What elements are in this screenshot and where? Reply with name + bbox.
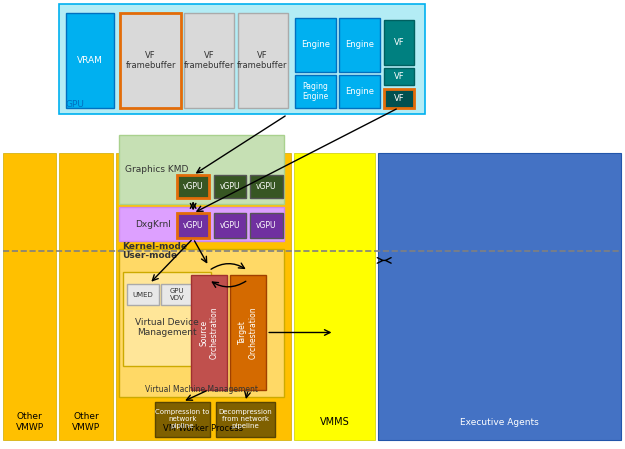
Text: VF: VF [394,38,404,47]
Text: Kernel-mode: Kernel-mode [122,242,187,251]
Text: Executive Agents: Executive Agents [460,418,539,427]
Text: VF
framebuffer: VF framebuffer [184,51,234,70]
Text: Virtual Device
Management: Virtual Device Management [135,318,199,338]
Bar [339,18,380,72]
Text: Decompression
from network
pipeline: Decompression from network pipeline [219,409,272,429]
Bar [123,272,211,366]
Bar [295,75,336,108]
Bar [214,175,246,198]
Bar [177,175,209,198]
Bar [120,13,181,108]
Text: VF
framebuffer: VF framebuffer [238,51,288,70]
Text: Engine: Engine [301,40,330,49]
Text: VRAM: VRAM [77,56,103,65]
Text: Other
VMWP: Other VMWP [72,412,100,432]
Bar [250,213,282,238]
Bar [250,175,282,198]
Bar [191,275,227,390]
Bar [378,153,621,440]
Text: DxgKrnl: DxgKrnl [135,220,171,229]
Bar [119,249,284,397]
Bar [59,153,112,440]
Text: Engine: Engine [345,40,374,49]
Text: VMMS: VMMS [319,417,349,427]
Bar [184,13,234,108]
Text: Virtual Machine Management: Virtual Machine Management [145,385,258,394]
Text: GPU
VDV: GPU VDV [169,288,184,301]
Text: vGPU: vGPU [183,182,203,191]
Text: Other
VMWP: Other VMWP [16,412,44,432]
Bar [177,213,209,238]
Text: VF: VF [394,94,404,103]
Text: vGPU: vGPU [220,221,240,230]
Text: VF: VF [394,72,404,81]
Text: vGPU: vGPU [183,221,203,230]
Bar [295,18,336,72]
Text: Source
Orchestration: Source Orchestration [199,306,219,359]
Bar [3,153,56,440]
Bar [116,153,291,440]
Text: GPU: GPU [66,100,84,109]
Text: VF
framebuffer: VF framebuffer [126,51,176,70]
Bar [214,213,246,238]
Text: Compression to
network
pipline: Compression to network pipline [155,409,210,429]
Text: Paging
Engine: Paging Engine [302,82,329,101]
Text: Target
Orchestration: Target Orchestration [238,306,258,359]
Bar [161,284,192,305]
Text: Engine: Engine [345,87,374,96]
Bar [294,153,375,440]
Text: User-mode: User-mode [122,251,177,260]
Bar [66,13,114,108]
Bar [238,13,288,108]
Bar [384,89,414,108]
Bar [230,275,266,390]
Text: vGPU: vGPU [256,221,276,230]
Bar [384,68,414,85]
Bar [59,4,425,114]
Text: vGPU: vGPU [220,182,240,191]
Text: Graphics KMD: Graphics KMD [124,165,188,174]
Bar [384,20,414,65]
Text: UMED: UMED [132,291,154,298]
Text: vGPU: vGPU [256,182,276,191]
Bar [339,75,380,108]
Bar [119,135,284,204]
Bar [216,402,275,437]
Bar [119,207,284,241]
Bar [127,284,159,305]
Text: VM Worker Process: VM Worker Process [163,424,243,433]
Bar [155,402,210,437]
